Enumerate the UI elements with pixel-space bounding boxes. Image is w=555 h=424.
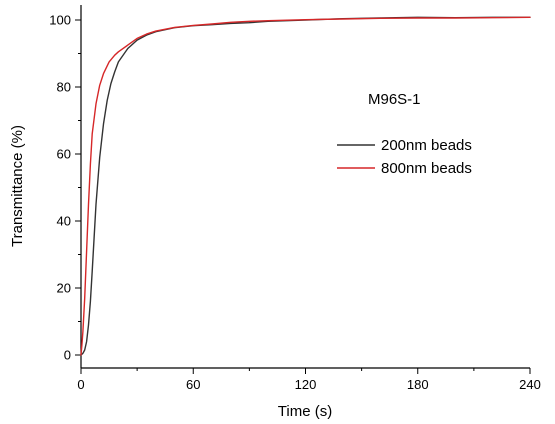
legend-label-0: 200nm beads xyxy=(381,137,472,154)
y-tick-label: 0 xyxy=(64,348,71,363)
series-line-0 xyxy=(80,16,531,356)
x-axis-title: Time (s) xyxy=(278,403,332,420)
y-tick-label: 20 xyxy=(57,281,71,296)
x-tick-label: 180 xyxy=(407,377,429,392)
y-tick-label: 40 xyxy=(57,214,71,229)
ticks xyxy=(75,19,531,374)
series-line-1 xyxy=(80,16,531,356)
legend: 200nm beads 800nm beads xyxy=(337,137,472,177)
axes xyxy=(80,5,530,369)
sample-label: M96S-1 xyxy=(368,91,421,108)
series-layer xyxy=(80,16,531,356)
legend-label-1: 800nm beads xyxy=(381,160,472,177)
y-tick-label: 80 xyxy=(57,80,71,95)
y-axis-title: Transmittance (%) xyxy=(9,125,26,247)
y-tick-label: 60 xyxy=(57,147,71,162)
x-tick-label: 240 xyxy=(519,377,541,392)
y-tick-label: 100 xyxy=(49,13,71,28)
x-tick-label: 0 xyxy=(77,377,84,392)
tick-labels: 0 60 120 180 240 0 20 40 60 80 100 xyxy=(49,13,541,393)
x-tick-label: 120 xyxy=(295,377,317,392)
x-tick-label: 60 xyxy=(186,377,200,392)
